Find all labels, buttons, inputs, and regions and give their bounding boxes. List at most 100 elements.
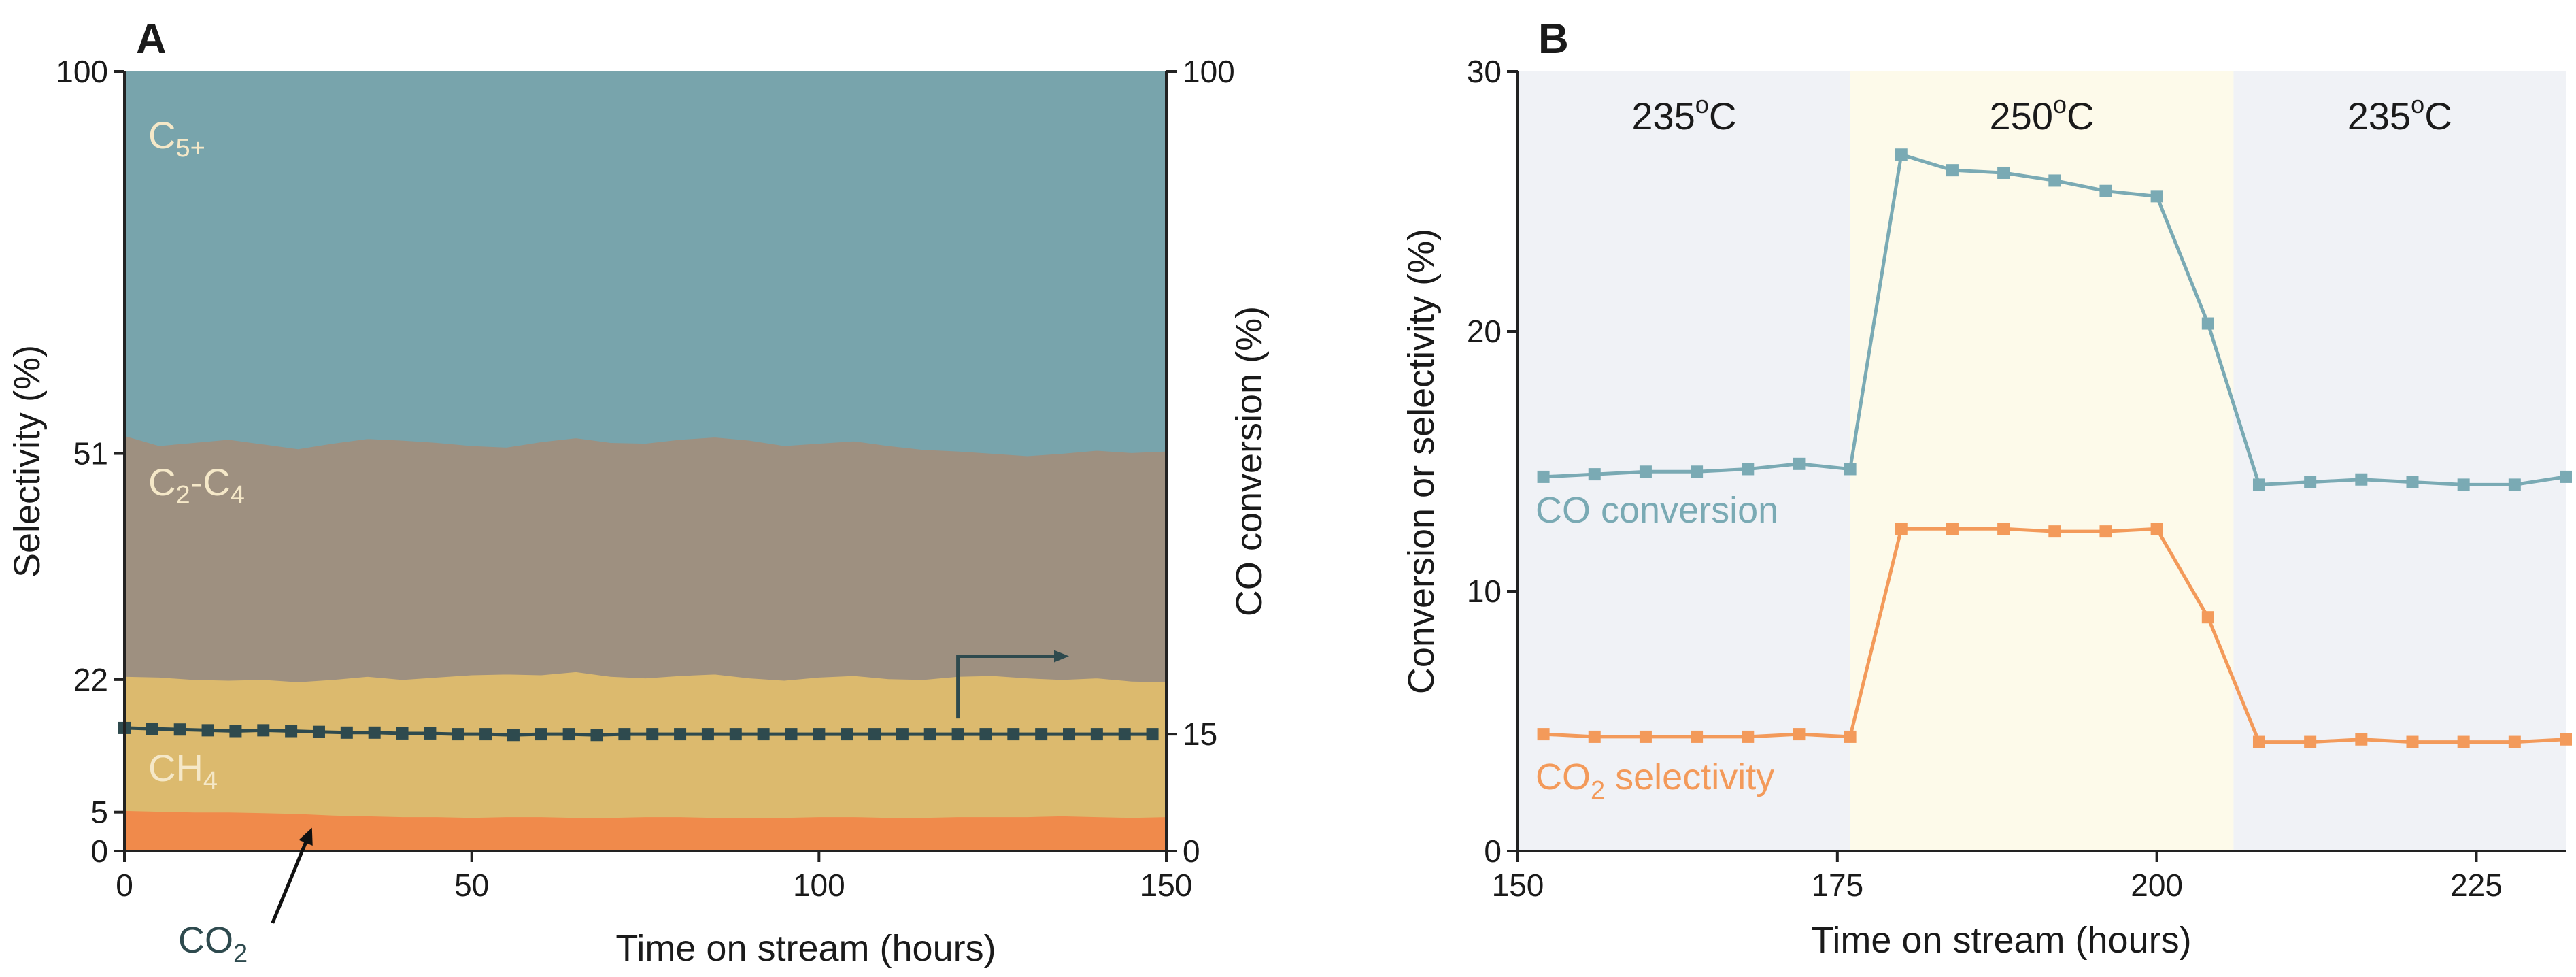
co-conversion-point: [841, 728, 853, 741]
co-conversion-point: [1537, 470, 1550, 483]
panel-a-stacked-areas: [124, 71, 1167, 852]
co2-selectivity-point: [2304, 735, 2317, 748]
label-c5plus: C5+: [148, 114, 205, 163]
co-conversion-point: [535, 728, 547, 741]
co-conversion-point: [674, 728, 687, 741]
panel-a-y-tick-label: 51: [73, 436, 108, 471]
panel-b-letter: B: [1538, 16, 1569, 63]
co-conversion-point: [229, 725, 242, 738]
co-conversion-point: [312, 725, 325, 738]
panel-a-x-tick-label: 50: [454, 867, 489, 903]
co-conversion-point: [646, 728, 659, 741]
panel-a-x-tick-label: 100: [793, 867, 845, 903]
co-conversion-point: [2355, 473, 2368, 486]
co-conversion-point: [1146, 728, 1159, 741]
co2-selectivity-point: [1793, 728, 1806, 741]
co-conversion-point: [562, 728, 575, 741]
label-co2-annotation: CO2: [178, 920, 248, 968]
panel-b-y-axis-title: Conversion or selectivity (%): [1401, 229, 1442, 694]
co2-selectivity-point: [1537, 728, 1550, 741]
panel-a-y2-tick-label: 100: [1183, 54, 1235, 89]
panel-b-x-tick-label: 200: [2131, 867, 2183, 903]
co2-selectivity-point: [2099, 525, 2112, 538]
panel-a-axes: [123, 71, 1168, 852]
co-conversion-point: [896, 728, 909, 741]
temperature-label: 235oC: [1631, 90, 1736, 137]
co2-selectivity-point: [2355, 733, 2368, 746]
co-conversion-point: [813, 728, 826, 741]
co-conversion-point: [1895, 148, 1908, 161]
panel-b-x-tick-label: 175: [1811, 867, 1863, 903]
co2-selectivity-point: [1742, 730, 1755, 743]
co-conversion-point: [1588, 468, 1601, 481]
co-conversion-point: [2048, 174, 2061, 187]
co-conversion-point: [173, 723, 186, 736]
co-conversion-point: [424, 727, 437, 740]
co-conversion-point: [979, 728, 992, 741]
temperature-unit: C: [2424, 95, 2452, 137]
panel-a-x-axis-title: Time on stream (hours): [615, 928, 996, 969]
co-conversion-point: [1844, 463, 1857, 476]
co-conversion-point: [1063, 728, 1076, 741]
panel-b-y-tick-label: 10: [1467, 574, 1502, 609]
co-conversion-point: [1691, 465, 1704, 478]
co2-selectivity-point: [1895, 523, 1908, 535]
degree-symbol: o: [2411, 90, 2424, 118]
co-conversion-point: [2252, 478, 2265, 491]
co-conversion-point: [2099, 184, 2112, 197]
temperature-region: [2233, 71, 2566, 851]
co-conversion-point: [1118, 728, 1131, 741]
panel-a-x-ticks: 0 50 100 150: [116, 851, 1192, 903]
co2-selectivity-point: [1997, 523, 2010, 535]
co-conversion-point: [1946, 164, 1959, 177]
panel-a-x-tick-label: 150: [1140, 867, 1193, 903]
co2-selectivity-point: [1946, 523, 1959, 535]
panel-a-y-axis-title: Selectivity (%): [7, 345, 48, 578]
co-conversion-point: [479, 728, 492, 741]
temperature-unit: C: [2067, 95, 2094, 137]
panel-b-series: [1537, 148, 2572, 748]
temperature-value: 235: [1631, 95, 1695, 137]
co-conversion-point: [951, 728, 964, 741]
co2-pointer-arrow: [271, 836, 310, 924]
co-conversion-point: [257, 724, 270, 737]
panel-a-y-tick-label: 100: [56, 54, 108, 89]
co2-selectivity-point: [2252, 735, 2265, 748]
co-conversion-point: [729, 728, 742, 741]
co-conversion-point: [1035, 728, 1048, 741]
label-co2-selectivity: CO2 selectivity: [1536, 757, 1774, 805]
panel-b-y-tick-label: 20: [1467, 314, 1502, 349]
panel-b-x-tick-label: 225: [2450, 867, 2503, 903]
co-conversion-point: [2150, 190, 2163, 203]
panel-a-y-ticks: 05 22 51 100: [56, 54, 124, 869]
panel-a-y2-tick-label: 15: [1183, 716, 1217, 752]
co2-selectivity-point: [2560, 733, 2572, 746]
area-c5plus: [124, 71, 1167, 457]
panel-a-co-conversion-series: [118, 721, 1159, 742]
co2-selectivity-point: [1588, 730, 1601, 743]
co-conversion-point: [590, 729, 603, 742]
co-conversion-point: [785, 728, 798, 741]
degree-symbol: o: [2053, 90, 2067, 118]
co-conversion-point: [2508, 478, 2521, 491]
area-ch4: [124, 671, 1167, 818]
temperature-unit: C: [1709, 95, 1736, 137]
co-conversion-point: [340, 726, 353, 739]
co2-selectivity-point: [1691, 730, 1704, 743]
co2-selectivity-point: [2406, 735, 2419, 748]
degree-symbol: o: [1695, 90, 1709, 118]
panel-b-x-axis-title: Time on stream (hours): [1811, 920, 2191, 961]
co-conversion-point: [1007, 728, 1020, 741]
panel-b-axes: [1516, 71, 2566, 852]
co-conversion-point: [2560, 470, 2572, 483]
label-c2-c4: C2-C4: [148, 461, 245, 510]
co-conversion-point: [2201, 317, 2214, 330]
label-co-conversion: CO conversion: [1536, 490, 1778, 531]
co-conversion-point: [507, 729, 520, 742]
panel-b-x-ticks: 150 175 200 225: [1492, 851, 2503, 903]
co-conversion-point: [285, 725, 298, 738]
co2-selectivity-point: [2201, 611, 2214, 624]
